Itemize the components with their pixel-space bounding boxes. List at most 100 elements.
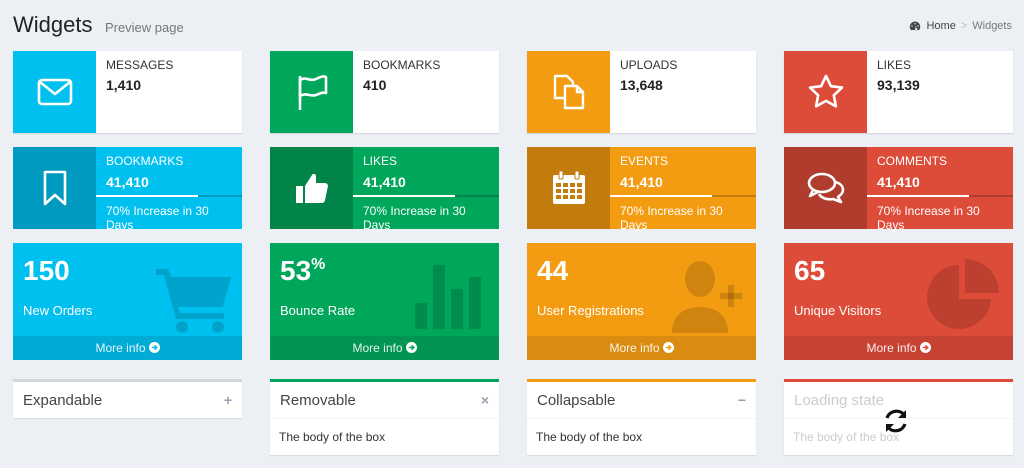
small-box-number: 65 [794,255,826,286]
progress-description: 70% Increase in 30 Days [106,204,209,232]
color-box-likes: LIKES 41,410 70% Increase in 30 Days [270,147,499,232]
info-box-text: UPLOADS [620,58,678,72]
info-box-number: 93,139 [877,77,920,93]
color-box-text: EVENTS [620,154,669,168]
pie-chart-icon [927,259,999,329]
color-box-number: 41,410 [620,174,663,190]
color-box-number: 41,410 [877,174,920,190]
info-box-icon [784,51,867,133]
progress-fill [867,195,970,197]
bookmark-icon [43,170,66,206]
small-box-number: 150 [23,255,70,286]
arrow-circle-right-icon [662,342,674,353]
breadcrumb-current: Widgets [972,20,1012,32]
small-box-bounce-rate: 53% Bounce Rate More info [270,243,499,360]
info-box-likes: LIKES 93,139 [784,51,1013,133]
page-subtitle: Preview page [104,20,184,35]
small-box-new-orders: 150 New Orders More info [13,243,242,360]
progress-description: 70% Increase in 30 Days [877,204,980,232]
color-box-icon [527,147,610,229]
info-box-icon [527,51,610,133]
color-box-text: BOOKMARKS [106,154,184,168]
more-info-link[interactable]: More info [527,336,756,360]
info-box-text: LIKES [877,58,912,72]
progress-bar [867,195,1013,197]
box-header: Collapsable − [527,382,756,418]
remove-button[interactable]: × [480,392,489,408]
small-box-label: Unique Visitors [794,303,882,318]
arrow-circle-right-icon [919,342,931,353]
breadcrumb-separator: > [960,20,968,32]
page-header: Widgets Preview page Home > Widgets [13,12,1012,42]
color-box-text: LIKES [363,154,398,168]
box-body: The body of the box [784,418,1013,455]
info-box-icon [13,51,96,133]
arrow-circle-right-icon [405,342,417,353]
box-body: The body of the box [527,418,756,455]
more-info-link[interactable]: More info [270,336,499,360]
box-header: Expandable + [13,382,242,418]
color-box-number: 41,410 [106,174,149,190]
small-box-number: 53% [280,255,326,286]
flag-icon [298,75,327,110]
info-box-number: 1,410 [106,77,142,93]
small-box-user-registrations: 44 User Registrations More info [527,243,756,360]
color-box-icon [784,147,867,229]
small-box-label: User Registrations [537,303,644,318]
info-box-bookmarks: BOOKMARKS 410 [270,51,499,133]
calendar-icon [552,170,585,204]
info-box-icon [270,51,353,133]
progress-fill [353,195,456,197]
progress-fill [96,195,199,197]
breadcrumb: Home > Widgets [909,20,1012,32]
color-box-comments: COMMENTS 41,410 70% Increase in 30 Days [784,147,1013,232]
info-box-uploads: UPLOADS 13,648 [527,51,756,133]
color-box-text: COMMENTS [877,154,947,168]
color-box-icon [270,147,353,229]
star-icon [808,74,843,108]
color-box-icon [13,147,96,229]
box-title: Collapsable [537,391,616,409]
expand-button[interactable]: + [223,392,232,408]
small-box-label: New Orders [23,303,93,318]
files-icon [553,74,584,110]
info-box-text: MESSAGES [106,58,174,72]
info-box-messages: MESSAGES 1,410 [13,51,242,133]
box-title: Loading state [794,391,885,409]
thumbs-up-icon [295,173,328,203]
breadcrumb-home-link[interactable]: Home [926,20,956,32]
progress-fill [610,195,713,197]
shopping-cart-icon [156,269,231,333]
color-box-number: 41,410 [363,174,406,190]
more-info-link[interactable]: More info [784,336,1013,360]
color-box-events: EVENTS 41,410 70% Increase in 30 Days [527,147,756,232]
more-info-link[interactable]: More info [13,336,242,360]
box-title: Expandable [23,391,103,409]
envelope-icon [37,78,72,106]
box-loading-state: Loading state The body of the box [784,379,1013,455]
box-title: Removable [280,391,356,409]
box-header: Loading state [784,382,1013,418]
progress-description: 70% Increase in 30 Days [620,204,723,232]
progress-bar [610,195,756,197]
box-header: Removable × [270,382,499,418]
refresh-spinner-icon [885,409,907,433]
info-box-number: 410 [363,77,387,93]
progress-bar [353,195,499,197]
page-title: Widgets [13,12,93,37]
small-box-unique-visitors: 65 Unique Visitors More info [784,243,1013,360]
box-body: The body of the box [270,418,499,455]
person-add-icon [672,261,742,333]
progress-bar [96,195,242,197]
collapse-button[interactable]: − [737,392,746,408]
comments-icon [807,172,844,204]
bar-chart-icon [415,265,481,329]
progress-description: 70% Increase in 30 Days [363,204,466,232]
small-box-number: 44 [537,255,569,286]
color-box-bookmarks: BOOKMARKS 41,410 70% Increase in 30 Days [13,147,242,232]
box-collapsable: Collapsable − The body of the box [527,379,756,455]
info-box-number: 13,648 [620,77,663,93]
box-expandable: Expandable + [13,379,242,418]
info-box-text: BOOKMARKS [363,58,441,72]
dashboard-icon [910,21,921,31]
